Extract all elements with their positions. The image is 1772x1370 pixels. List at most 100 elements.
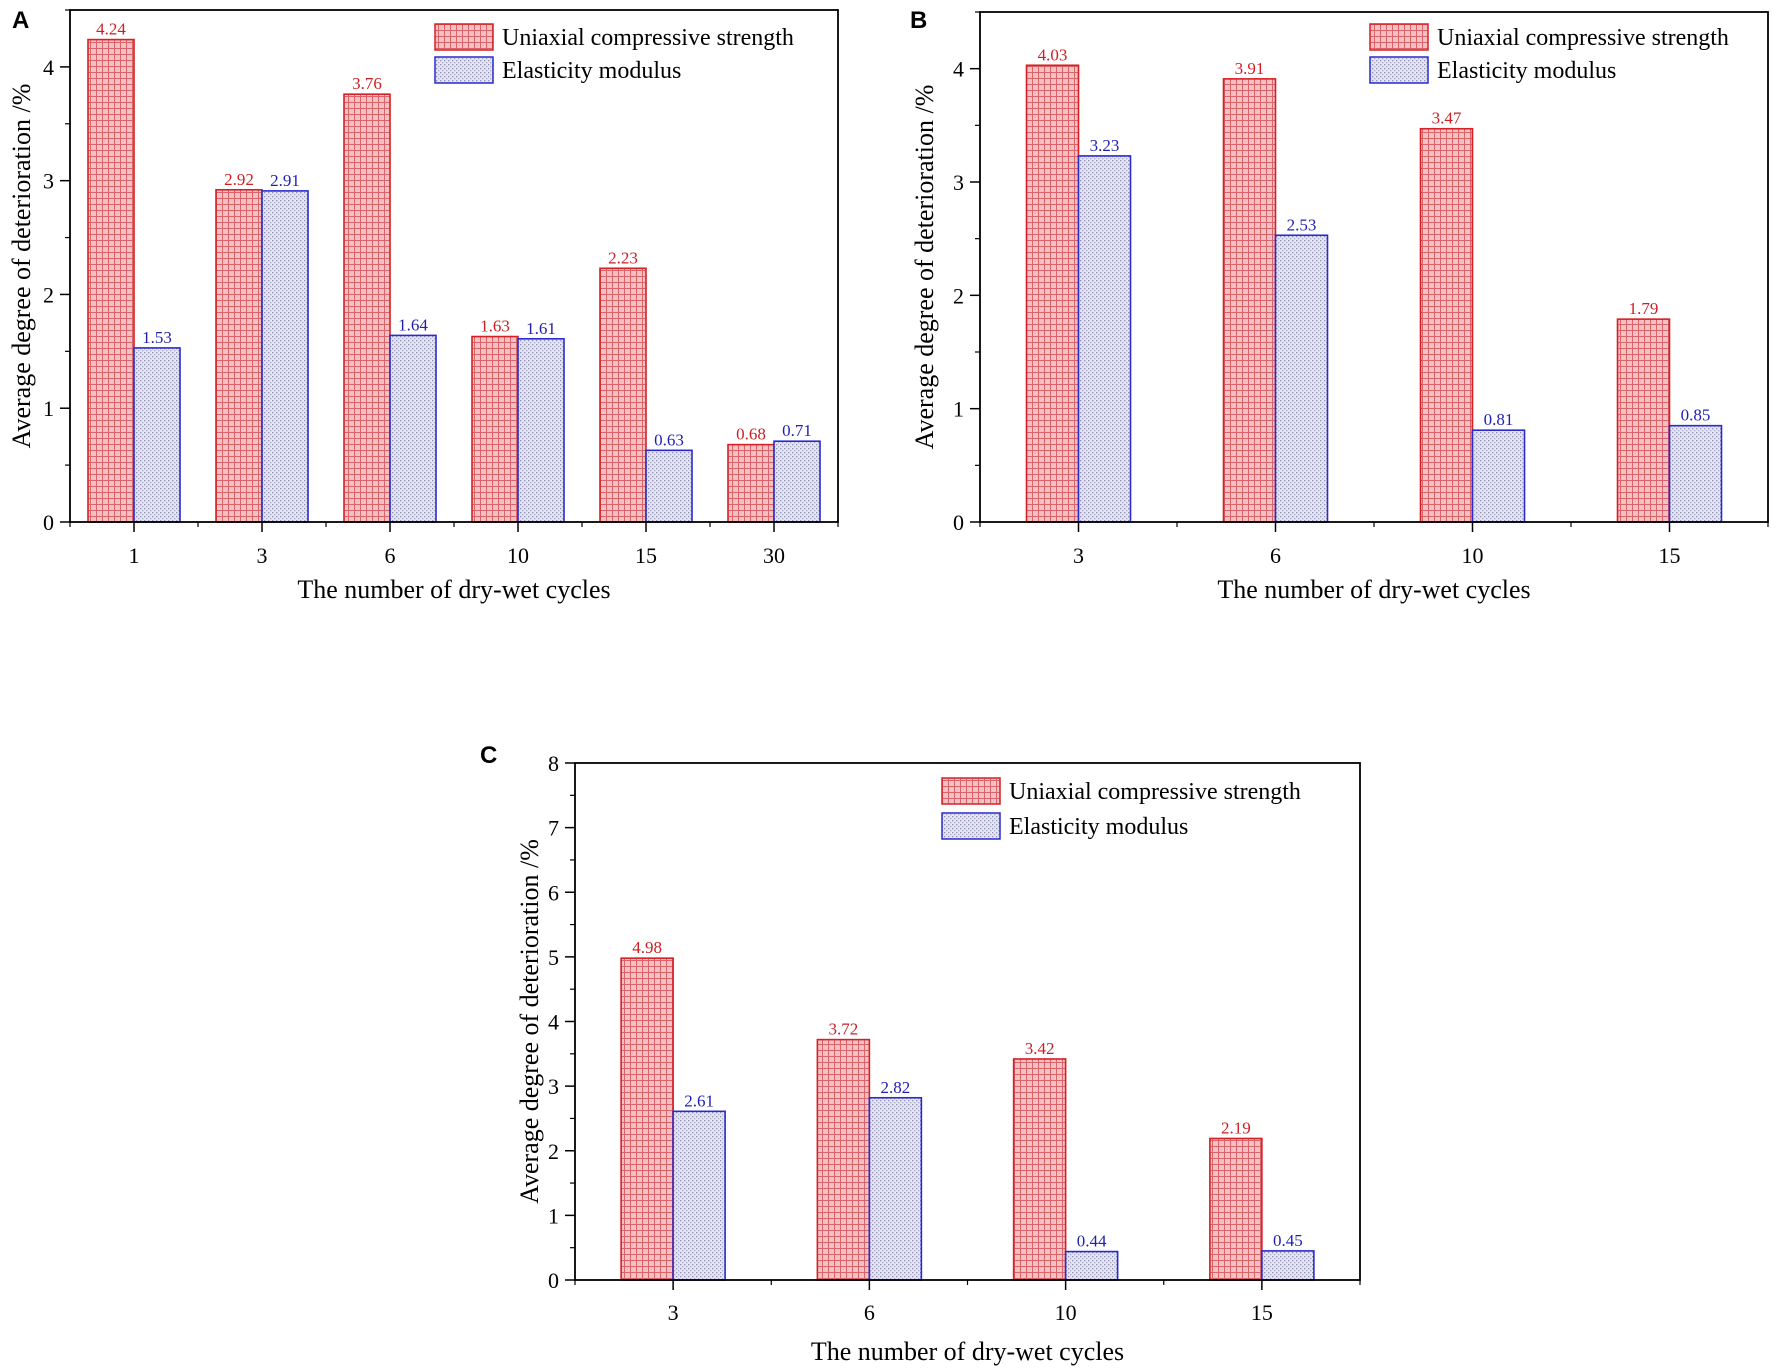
panel-c-legend-swatch-ucs — [941, 777, 1001, 805]
panel-c-bar-em-6 — [868, 1096, 923, 1281]
panel-a-label-ucs-3: 2.92 — [224, 170, 254, 189]
panel-a-label-ucs-10: 1.63 — [480, 317, 510, 336]
panel-a-bar-em-1 — [133, 347, 181, 523]
panel-c-ytick-label-5: 5 — [548, 945, 559, 970]
panel-b-ytick-label-1: 1 — [953, 397, 964, 422]
panel-b-label-ucs-10: 3.47 — [1432, 109, 1462, 128]
panel-b-legend-swatch-ucs — [1369, 23, 1429, 51]
panel-a-bar-ucs-3 — [215, 188, 263, 523]
panel-c-label-ucs-10: 3.42 — [1025, 1039, 1055, 1058]
panel-b-xtick-label-10: 10 — [1462, 543, 1484, 568]
panel-c-ytick-label-1: 1 — [548, 1203, 559, 1228]
panel-b-ytick-label-2: 2 — [953, 283, 964, 308]
panel-c-ytick-label-6: 6 — [548, 880, 559, 905]
panel-a-label-em-15: 0.63 — [654, 430, 684, 449]
panel-a-bar-em-3 — [261, 190, 309, 523]
panel-c-plot-frame — [574, 762, 1361, 1281]
panel-c-legend-label-ucs: Uniaxial compressive strength — [1009, 779, 1301, 805]
panel-a-bar-ucs-10 — [471, 335, 519, 523]
panel-b: B 4.03 3.23 3 3.91 2.53 6 3.47 0.81 10 1.79 0.85 15 0… — [910, 7, 1769, 604]
panel-a-bar-ucs-15 — [599, 267, 647, 523]
panel-a-label-em-3: 2.91 — [270, 171, 300, 190]
panel-a-legend-label-em: Elasticity modulus — [502, 58, 681, 84]
panel-b-bar-em-10 — [1471, 429, 1526, 523]
panel-b-ytick-label-4: 4 — [953, 57, 964, 82]
panel-b-ytick-label-3: 3 — [953, 170, 964, 195]
panel-c: C4.982.6133.722.8263.420.44102.190.45150… — [480, 742, 1361, 1366]
panel-b-xtick-label-6: 6 — [1270, 543, 1281, 568]
panel-c-label-ucs-3: 4.98 — [632, 938, 662, 957]
panel-b-bar-em-15 — [1668, 424, 1723, 523]
panel-a-label-em-10: 1.61 — [526, 319, 556, 338]
panel-a-xtick-label-10: 10 — [507, 543, 529, 568]
panel-a-ytick-label-0: 0 — [43, 510, 54, 535]
panel-b-bar-ucs-15 — [1616, 318, 1671, 523]
panel-b-label-ucs-15: 1.79 — [1629, 299, 1659, 318]
panel-b-bar-em-6 — [1274, 234, 1329, 523]
panel-c-ytick-label-8: 8 — [548, 751, 559, 776]
panel-a-legend-swatch-ucs — [434, 23, 494, 51]
panel-a-bar-ucs-6 — [343, 93, 391, 523]
panel-a-legend-label-ucs: Uniaxial compressive strength — [502, 25, 794, 51]
panel-a-letter: A — [12, 7, 29, 34]
panel-b-ytick-label-0: 0 — [953, 510, 964, 535]
panel-a-label-em-6: 1.64 — [398, 315, 428, 334]
panel-c-bar-em-10 — [1064, 1250, 1119, 1281]
panel-b-xtick-label-15: 15 — [1659, 543, 1681, 568]
panel-c-ytick-label-7: 7 — [548, 816, 559, 841]
panel-b-x-axis-title: The number of dry-wet cycles — [1217, 575, 1530, 604]
panel-a-x-axis-title: The number of dry-wet cycles — [297, 575, 610, 604]
panel-b-bar-ucs-3 — [1025, 64, 1080, 523]
panel-c-legend: Uniaxial compressive strength Elasticity … — [941, 777, 1301, 840]
panel-b-label-em-10: 0.81 — [1484, 410, 1514, 429]
panel-c-letter: C — [480, 742, 497, 769]
panel-c-ytick-label-4: 4 — [548, 1010, 559, 1035]
panel-a-xtick-label-6: 6 — [385, 543, 396, 568]
panel-a-ytick-label-1: 1 — [43, 396, 54, 421]
panel-a-bar-em-10 — [517, 338, 565, 523]
panel-a-bar-em-15 — [645, 449, 693, 523]
panel-c-legend-swatch-em — [941, 812, 1001, 840]
panel-c-bar-ucs-6 — [816, 1038, 871, 1281]
panel-c-y-axis-title: Average degree of deterioration /% — [515, 839, 544, 1204]
panel-c-label-em-10: 0.44 — [1077, 1232, 1107, 1251]
panel-a-bar-em-30 — [773, 440, 821, 523]
panel-b-legend: Uniaxial compressive strength Elasticity … — [1369, 23, 1729, 84]
panel-a-legend-swatch-em — [434, 56, 494, 84]
panel-a-label-ucs-6: 3.76 — [352, 74, 382, 93]
panel-a-ytick-label-3: 3 — [43, 169, 54, 194]
panel-c-xtick-label-3: 3 — [668, 1300, 679, 1325]
panel-b-plot-frame — [979, 11, 1769, 523]
panel-c-label-ucs-15: 2.19 — [1221, 1118, 1251, 1137]
panel-b-label-ucs-3: 4.03 — [1038, 45, 1068, 64]
panel-a-bar-ucs-1 — [87, 38, 135, 523]
panel-c-bar-ucs-3 — [620, 957, 674, 1281]
panel-a-xtick-label-15: 15 — [635, 543, 657, 568]
panel-c-ytick-label-0: 0 — [548, 1268, 559, 1293]
panel-a-bar-em-6 — [389, 334, 437, 523]
panel-c-xtick-label-6: 6 — [864, 1300, 875, 1325]
panel-c-bar-ucs-10 — [1012, 1058, 1067, 1281]
panel-b-y-axis-title: Average degree of deterioration /% — [910, 85, 939, 450]
panel-b-label-em-3: 3.23 — [1090, 136, 1120, 155]
panel-b-letter: B — [910, 7, 927, 34]
panel-b-label-em-15: 0.85 — [1681, 406, 1711, 425]
panel-b-legend-label-ucs: Uniaxial compressive strength — [1437, 25, 1729, 51]
panel-a-plot-frame — [69, 9, 839, 523]
panel-c-ytick-label-2: 2 — [548, 1139, 559, 1164]
panel-a-xtick-label-30: 30 — [763, 543, 785, 568]
panel-a-label-ucs-30: 0.68 — [736, 425, 766, 444]
panel-c-label-em-6: 2.82 — [881, 1078, 911, 1097]
panel-c-bar-em-3 — [672, 1110, 726, 1281]
panel-c-label-ucs-6: 3.72 — [829, 1020, 859, 1039]
panel-a-label-em-1: 1.53 — [142, 328, 172, 347]
panel-a-label-ucs-1: 4.24 — [96, 20, 126, 39]
panel-a-ytick-label-2: 2 — [43, 282, 54, 307]
panel-a-xtick-label-3: 3 — [257, 543, 268, 568]
panel-a-label-em-30: 0.71 — [782, 421, 812, 440]
panel-c-xtick-label-15: 15 — [1251, 1300, 1273, 1325]
panel-b-xtick-label-3: 3 — [1073, 543, 1084, 568]
panel-b-legend-swatch-em — [1369, 56, 1429, 84]
